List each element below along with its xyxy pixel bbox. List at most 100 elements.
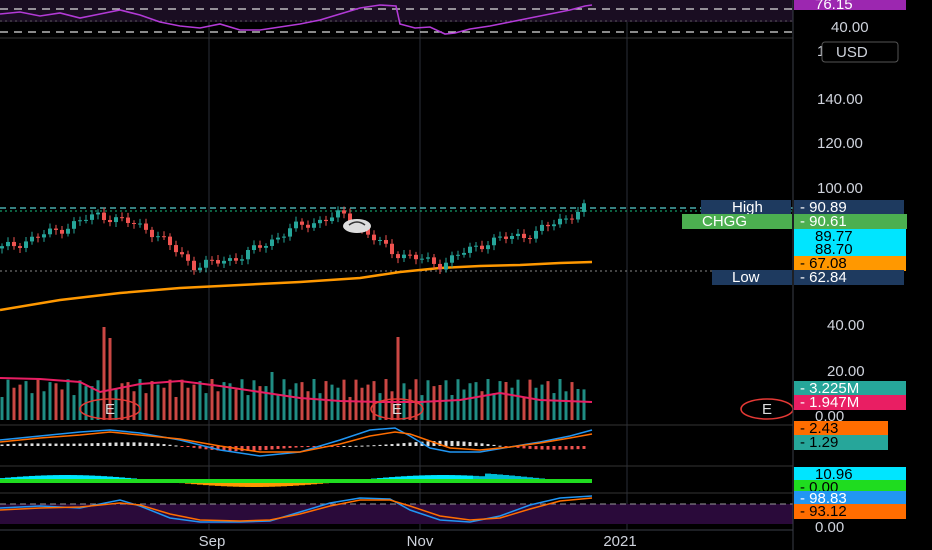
volume-bar (258, 386, 262, 420)
momentum-bar (449, 475, 455, 481)
high-tag: High - 90.89 (701, 199, 904, 216)
macd-tag: - 2.43 (794, 420, 888, 437)
macd-histogram-bar (126, 442, 130, 446)
macd-histogram-bar (360, 445, 364, 447)
candle-body (162, 236, 166, 238)
macd-histogram-bar (402, 443, 406, 446)
candle-body (318, 219, 322, 224)
price-tick: 100.00 (817, 180, 863, 197)
candle-body (156, 236, 160, 238)
momentum-bar (461, 475, 467, 481)
momentum-bar (101, 476, 107, 481)
volume-bar (342, 379, 346, 420)
volume-bar (438, 385, 442, 420)
rsi-level-label: 40.00 (831, 19, 869, 36)
momentum-bar (299, 481, 305, 486)
rsi-pane (0, 0, 793, 35)
momentum-bar (203, 481, 209, 486)
macd-histogram-bar (48, 443, 52, 446)
momentum-bar (431, 475, 437, 481)
momentum-bar (503, 474, 509, 481)
candle-body (480, 245, 484, 250)
macd-histogram-bar (408, 442, 412, 446)
volume-bar (12, 387, 16, 420)
price-tick: 20.00 (827, 363, 865, 380)
macd-histogram-bar (138, 442, 142, 446)
momentum-bar (419, 475, 425, 481)
volume-bar (480, 391, 484, 420)
candle-body (528, 238, 532, 240)
candle-body (228, 258, 232, 261)
volume-bar (474, 382, 478, 420)
candle-body (540, 224, 544, 231)
macd-histogram-bar (582, 446, 586, 449)
macd-histogram-bar (438, 440, 442, 446)
macd-histogram-bar (456, 441, 460, 446)
high-label: High (732, 199, 763, 216)
macd-histogram-bar (498, 445, 502, 447)
candle-body (282, 236, 286, 238)
macd-histogram-bar (198, 446, 202, 449)
candle-body (456, 254, 460, 256)
momentum-bar (89, 475, 95, 481)
momentum-value: 10.96 (815, 466, 853, 483)
momentum-bar (17, 476, 23, 481)
momentum-bar (443, 475, 449, 481)
macd-histogram-bar (132, 442, 136, 446)
momentum-bar (107, 476, 113, 481)
volume-bar (504, 382, 508, 420)
macd-histogram-bar (72, 443, 76, 446)
replay-icon[interactable] (343, 219, 371, 233)
volume-bar (516, 379, 520, 420)
volume-ma-line (0, 377, 593, 403)
volume-bar (348, 396, 352, 420)
macd-histogram-bar (168, 444, 172, 446)
volume-bar (102, 327, 106, 420)
price-candles (0, 199, 586, 275)
volume-bar (240, 379, 244, 420)
price-tick: 140.00 (817, 91, 863, 108)
macd-histogram-bar (492, 444, 496, 446)
macd-histogram-bar (384, 444, 388, 446)
earnings-marker[interactable]: E (79, 398, 141, 420)
price-tick: 120.00 (817, 135, 863, 152)
momentum-bar (407, 475, 413, 481)
macd-histogram-bar (486, 444, 490, 446)
currency-selector[interactable] (821, 41, 899, 63)
candle-body (582, 203, 586, 212)
volume-bar (48, 382, 52, 420)
volume-bar (186, 387, 190, 420)
volume-bar (390, 391, 394, 420)
volume-bar (42, 391, 46, 420)
earnings-marker[interactable]: E (370, 398, 424, 420)
volume-bar (150, 381, 154, 420)
candle-body (300, 221, 304, 225)
momentum-bar (509, 475, 515, 481)
momentum-bar (77, 475, 83, 481)
candle-body (210, 259, 214, 261)
macd-histogram-bar (270, 446, 274, 450)
volume-bar (282, 379, 286, 420)
macd-histogram-bar (222, 446, 226, 451)
macd-histogram-bar (36, 443, 40, 446)
candle-body (138, 223, 142, 225)
time-label: 2021 (603, 533, 636, 550)
low-label: Low (732, 269, 760, 286)
volume-bar (318, 393, 322, 420)
macd-histogram-bar (144, 442, 148, 446)
candle-body (534, 230, 538, 239)
macd-histogram-bar (300, 446, 304, 448)
volume-bar (72, 395, 76, 420)
candle-body (276, 237, 280, 240)
stoch-d-value: - 93.12 (800, 503, 847, 520)
macd-histogram-bar (276, 446, 280, 449)
momentum-bar (83, 475, 89, 481)
ma-slow-tag: - 67.08 (794, 255, 906, 272)
macd-histogram-bar (552, 446, 556, 450)
candle-body (270, 239, 274, 246)
momentum-bar (23, 476, 29, 481)
momentum-bar (425, 475, 431, 481)
macd-histogram-bar (12, 443, 16, 446)
volume-bar (582, 389, 586, 420)
